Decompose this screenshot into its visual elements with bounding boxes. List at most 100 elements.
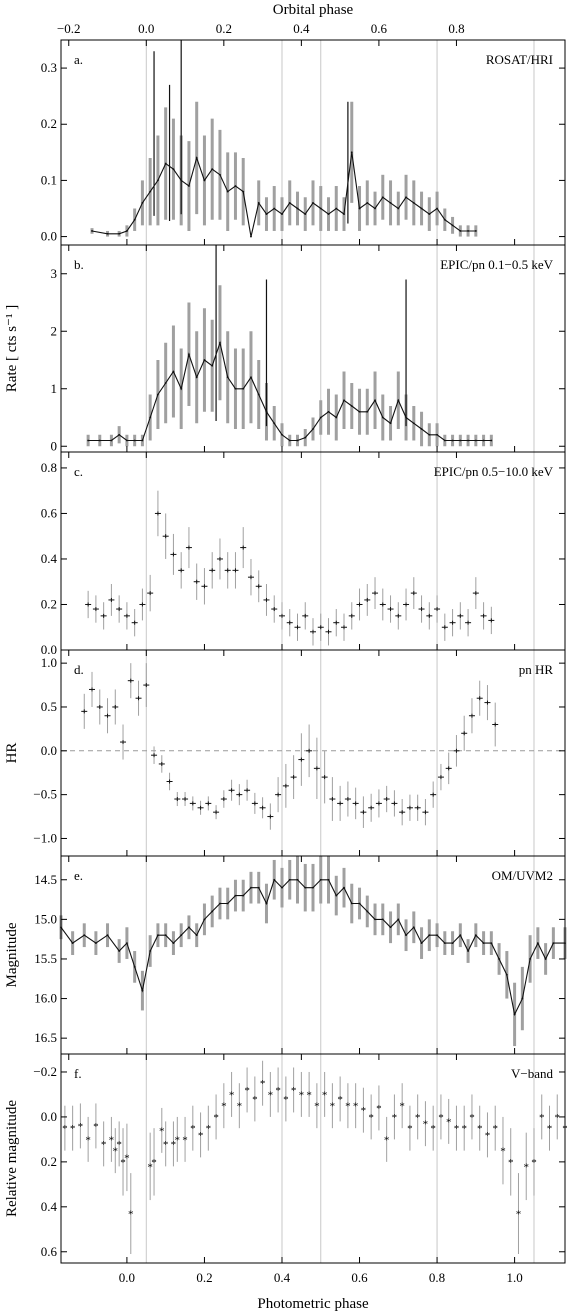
data-point: * — [322, 1089, 328, 1101]
data-point — [436, 433, 438, 436]
data-point — [459, 934, 462, 937]
data-point: * — [492, 1123, 498, 1135]
data-point — [358, 902, 361, 905]
data-point — [327, 410, 330, 413]
data-point — [498, 958, 500, 960]
y-tick-label: 1.0 — [41, 655, 57, 670]
data-point — [366, 201, 369, 204]
data-point — [71, 942, 74, 945]
data-point — [474, 934, 477, 937]
data-point — [281, 886, 283, 889]
panel-label: pn HR — [519, 662, 554, 677]
data-point — [195, 157, 198, 159]
data-point: * — [376, 1103, 382, 1115]
data-point — [250, 376, 252, 379]
data-point: * — [399, 1101, 405, 1113]
data-point — [164, 934, 167, 937]
data-point — [443, 439, 446, 442]
data-point — [141, 989, 144, 992]
data-point: * — [345, 1101, 351, 1113]
data-point — [288, 201, 291, 204]
data-point — [234, 387, 237, 390]
data-point — [296, 878, 299, 881]
panel-frame — [60, 649, 566, 857]
data-point — [327, 213, 330, 216]
data-point: * — [531, 1157, 537, 1169]
y-tick-label: 15.0 — [34, 911, 57, 926]
data-point — [211, 364, 214, 367]
y-tick-label: 0.0 — [41, 229, 57, 244]
data-point: * — [477, 1123, 483, 1135]
data-point: * — [62, 1123, 68, 1135]
data-point: * — [109, 1134, 115, 1146]
top-tick-label: 0.2 — [216, 21, 232, 36]
top-tick-label: −0.2 — [57, 21, 81, 36]
data-point — [126, 230, 128, 232]
panel-label: EPIC/pn 0.5−10.0 keV — [434, 464, 554, 479]
data-point: * — [407, 1123, 413, 1135]
data-point: * — [283, 1094, 289, 1106]
data-point — [304, 886, 307, 889]
top-tick-label: 0.4 — [293, 21, 310, 36]
data-point — [242, 387, 245, 390]
data-point — [172, 942, 175, 945]
bottom-tick-label: 0.6 — [351, 1270, 368, 1285]
data-point — [405, 196, 407, 199]
data-point — [304, 436, 307, 439]
data-point — [428, 433, 431, 436]
data-point — [157, 934, 159, 937]
data-point: * — [361, 1105, 367, 1117]
data-point — [98, 439, 101, 442]
data-point: * — [384, 1134, 390, 1146]
data-point: * — [485, 1130, 491, 1142]
data-point — [265, 902, 268, 905]
data-point — [226, 376, 229, 379]
data-point: * — [190, 1123, 196, 1135]
data-point — [133, 965, 136, 968]
data-point — [389, 926, 392, 929]
data-point — [195, 376, 198, 379]
data-point — [195, 934, 198, 937]
data-point — [226, 190, 229, 193]
y-tick-label: 0.6 — [41, 505, 58, 520]
bottom-axis-title: Photometric phase — [257, 1296, 369, 1312]
bottom-tick-label: 0.2 — [196, 1270, 212, 1285]
y-tick-label: 0.2 — [41, 116, 57, 131]
data-point — [505, 973, 508, 976]
data-point — [381, 196, 384, 199]
data-point — [257, 201, 260, 204]
panel-a: 0.0 0.1 0.2 0.3 a. ROSAT/HRI — [41, 39, 566, 246]
data-point: * — [446, 1116, 452, 1128]
data-point — [106, 934, 109, 937]
data-point — [474, 439, 477, 442]
data-point — [188, 185, 190, 187]
data-point — [312, 428, 314, 430]
data-point — [381, 918, 384, 921]
y-tick-label: 0.3 — [41, 60, 57, 75]
bottom-tick-label: 0.0 — [119, 1270, 135, 1285]
panel-frame — [60, 1053, 566, 1264]
data-point — [157, 393, 159, 396]
data-point — [149, 950, 152, 952]
data-point: * — [469, 1112, 475, 1124]
data-point — [482, 942, 485, 945]
data-point — [265, 213, 268, 216]
data-point: * — [221, 1101, 227, 1113]
data-point — [319, 207, 322, 210]
data-point — [203, 179, 206, 182]
data-point — [335, 207, 338, 210]
data-point — [87, 439, 90, 442]
data-point — [405, 934, 407, 937]
data-point — [397, 399, 400, 402]
data-point: * — [454, 1123, 460, 1135]
data-point — [118, 232, 121, 235]
y-tick-label: −0.2 — [33, 1064, 57, 1079]
panel-label: EPIC/pn 0.1−0.5 keV — [440, 257, 553, 272]
data-point — [412, 422, 415, 425]
data-point — [164, 162, 167, 165]
data-point: * — [299, 1089, 305, 1101]
y-tick-label: 15.5 — [34, 951, 57, 966]
data-point — [451, 942, 454, 945]
data-point — [412, 926, 415, 929]
data-point — [335, 416, 338, 419]
